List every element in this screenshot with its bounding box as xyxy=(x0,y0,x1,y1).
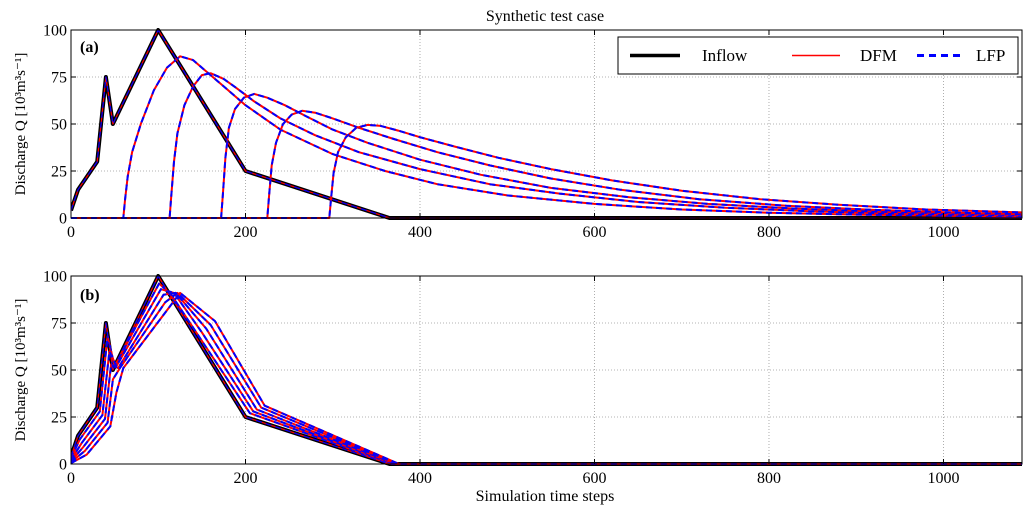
panel-a-plot: 0 200 400 600 800 1000 0 25 50 75 100 xyxy=(43,23,1023,241)
panel-b-label: (b) xyxy=(80,287,100,304)
panel-a-dfm-line-5 xyxy=(71,123,1022,219)
panel-b-dfm-line-1 xyxy=(71,282,1022,465)
legend-inflow-label: Inflow xyxy=(702,46,748,65)
panel-b-ytick-label: 100 xyxy=(43,269,67,286)
panel-b-xtick-label: 0 xyxy=(67,470,75,487)
panel-a-xtick-label: 800 xyxy=(757,224,781,241)
panel-a-dfm-line-1 xyxy=(71,55,1022,219)
panel-b-ytick-label: 0 xyxy=(59,457,67,474)
panel-a-lfp-line-5 xyxy=(71,123,1022,219)
panel-a-ytick-label: 100 xyxy=(43,23,67,40)
panel-b-inflow-line xyxy=(71,274,1022,466)
panel-a-ytick-label: 25 xyxy=(51,164,67,181)
panel-b-lfp-line-4 xyxy=(71,291,1022,465)
x-axis-label: Simulation time steps xyxy=(476,488,615,505)
panel-a-dfm-line-4 xyxy=(71,109,1022,219)
panel-a-series xyxy=(71,28,1022,220)
panel-a-ylabel: Discharge Q [10³m³s⁻¹] xyxy=(13,53,29,196)
panel-b-xtick-label: 1000 xyxy=(927,470,959,487)
panel-b-lfp-line-3 xyxy=(71,291,1022,465)
panel-a-label: (a) xyxy=(80,39,99,56)
panel-a-xtick-label: 200 xyxy=(233,224,257,241)
panel-a-dfm-line-2 xyxy=(71,72,1022,219)
legend: Inflow DFM LFP xyxy=(617,36,1019,75)
panel-b-xtick-label: 600 xyxy=(582,470,606,487)
panel-a-xtick-label: 0 xyxy=(67,224,75,241)
panel-a-ytick-label: 75 xyxy=(51,70,67,87)
panel-a-xtick-label: 600 xyxy=(582,224,606,241)
panel-a-ytick-label: 0 xyxy=(59,211,67,228)
panel-b-ytick-label: 75 xyxy=(51,316,67,333)
panel-b-series xyxy=(71,274,1022,466)
panel-a-lfp-line-1 xyxy=(71,55,1022,219)
panel-b-dfm-line-3 xyxy=(71,291,1022,465)
legend-lfp-label: LFP xyxy=(976,46,1005,65)
figure-title: Synthetic test case xyxy=(486,8,604,25)
panel-b-ytick-label: 25 xyxy=(51,410,67,427)
panel-b-dfm-inflow-line xyxy=(71,275,1022,465)
panel-b-dfm-line-2 xyxy=(71,288,1022,465)
panel-b-ylabel: Discharge Q [10³m³s⁻¹] xyxy=(13,299,29,442)
panel-b-plot: 0 200 400 600 800 1000 0 25 50 75 100 xyxy=(43,269,1023,487)
panel-b-lfp-line-5 xyxy=(71,291,1022,465)
panel-b-xtick-label: 200 xyxy=(233,470,257,487)
panel-b-frame xyxy=(70,275,1023,465)
panel-b-lfp-line-2 xyxy=(71,288,1022,465)
panel-b-xtick-label: 800 xyxy=(757,470,781,487)
panel-a-lfp-inflow-line xyxy=(71,29,1022,219)
panel-a-ytick-label: 50 xyxy=(51,117,67,134)
panel-b-dfm-line-4 xyxy=(71,291,1022,465)
panel-b-xtick-label: 400 xyxy=(408,470,432,487)
panel-b-dfm-line-5 xyxy=(71,291,1022,465)
panel-b-lfp-inflow-line xyxy=(71,275,1022,465)
panel-b-ytick-label: 50 xyxy=(51,363,67,380)
panel-a-lfp-line-4 xyxy=(71,109,1022,219)
panel-a-xtick-label: 1000 xyxy=(927,224,959,241)
panel-b-lfp-line-1 xyxy=(71,282,1022,465)
legend-dfm-label: DFM xyxy=(860,46,897,65)
panel-a-lfp-line-3 xyxy=(71,92,1022,219)
panel-a-xtick-label: 400 xyxy=(408,224,432,241)
panel-a-lfp-line-2 xyxy=(71,72,1022,219)
